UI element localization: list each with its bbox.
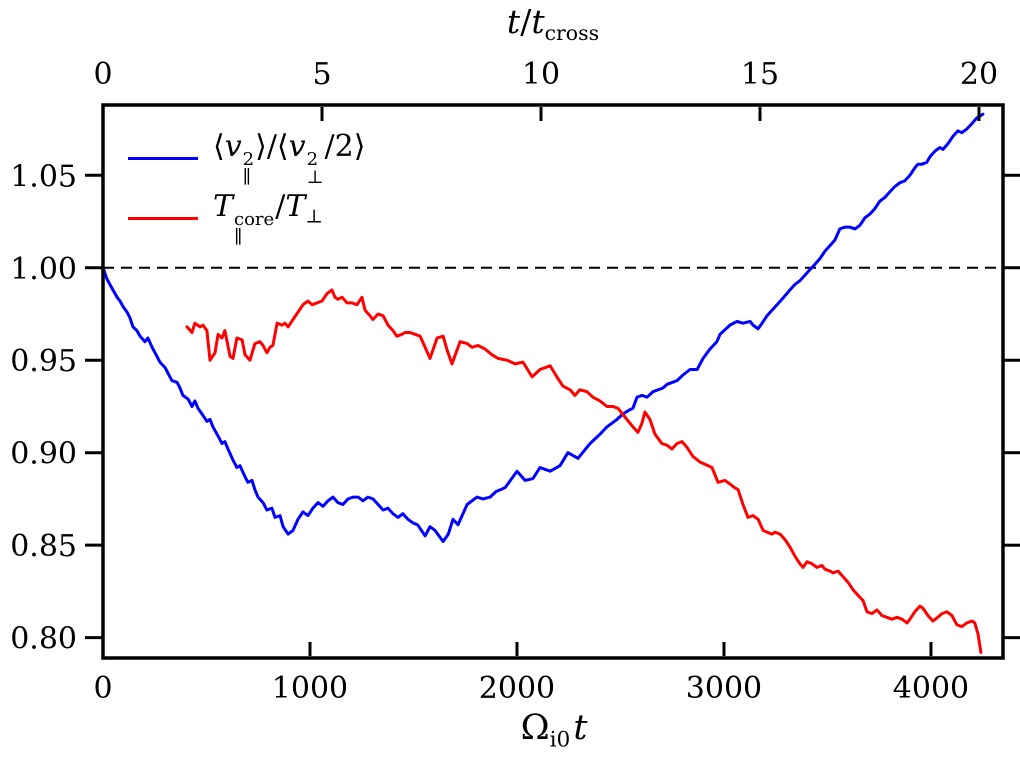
plot-frame	[101, 103, 1005, 660]
T-sup-core: core	[234, 209, 275, 231]
slash-two-rangle: /2⟩	[324, 128, 366, 164]
v-sub-perp: ⊥	[306, 167, 324, 189]
v-symbol-2: v	[288, 128, 306, 164]
v-sup: 2	[242, 149, 255, 171]
x-tick-label-top: 10	[522, 57, 560, 92]
legend-line-sample-blue	[128, 156, 198, 160]
bottom-title-omega: Ω	[520, 708, 550, 748]
T-sub-parallel: ∥	[234, 227, 243, 249]
v-scripts: 2 ∥	[243, 151, 254, 187]
top-title-t2: t	[531, 2, 545, 41]
bottom-title-t: t	[573, 708, 588, 748]
T-scripts: core ∥	[234, 211, 274, 247]
y-tick-label: 0.95	[10, 344, 77, 379]
x-tick-label-bottom: 2000	[479, 671, 555, 706]
series-tcore-line	[185, 288, 983, 654]
T-sub-perp: ⊥	[305, 206, 323, 228]
v-sub-parallel: ∥	[242, 167, 251, 189]
x-tick-label-bottom: 3000	[686, 671, 762, 706]
y-tick-label: 0.80	[10, 622, 77, 657]
T-symbol: T	[213, 188, 234, 224]
x-tick-label-top: 15	[741, 57, 779, 92]
slash: /	[275, 188, 286, 224]
y-tick-label: 1.00	[10, 252, 77, 287]
bottom-axis-title: Ωi0t	[521, 708, 588, 753]
top-title-sub: cross	[544, 21, 600, 46]
legend-line-sample-red	[128, 216, 198, 220]
bottom-title-sub: i0	[549, 727, 571, 753]
legend-label-vpar: ⟨v 2 ∥ ⟩/⟨v 2 ⊥/2⟩	[213, 129, 365, 187]
x-tick-label-bottom: 0	[93, 671, 112, 706]
x-tick-label-top: 0	[93, 57, 112, 92]
T-symbol-2: T	[285, 188, 306, 224]
langle: ⟨	[213, 128, 225, 164]
v-sup-2: 2	[306, 149, 319, 171]
top-axis-title: t/tcross	[507, 2, 599, 45]
top-title-slash: /	[520, 2, 532, 41]
v-scripts-2: 2 ⊥	[307, 151, 324, 187]
y-tick-label: 0.85	[10, 529, 77, 564]
x-tick-label-bottom: 1000	[272, 671, 348, 706]
rangle-slash-langle: ⟩/⟨	[255, 128, 289, 164]
series-vpar-line	[101, 112, 985, 543]
y-tick-label: 1.05	[10, 159, 77, 194]
x-tick-label-bottom: 4000	[893, 671, 969, 706]
v-symbol: v	[224, 128, 242, 164]
x-tick-label-top: 5	[312, 57, 331, 92]
top-title-t1: t	[506, 2, 521, 41]
y-tick-label: 0.90	[10, 437, 77, 472]
legend-entry-vpar: ⟨v 2 ∥ ⟩/⟨v 2 ⊥/2⟩	[128, 128, 365, 188]
x-tick-label-top: 20	[960, 57, 998, 92]
